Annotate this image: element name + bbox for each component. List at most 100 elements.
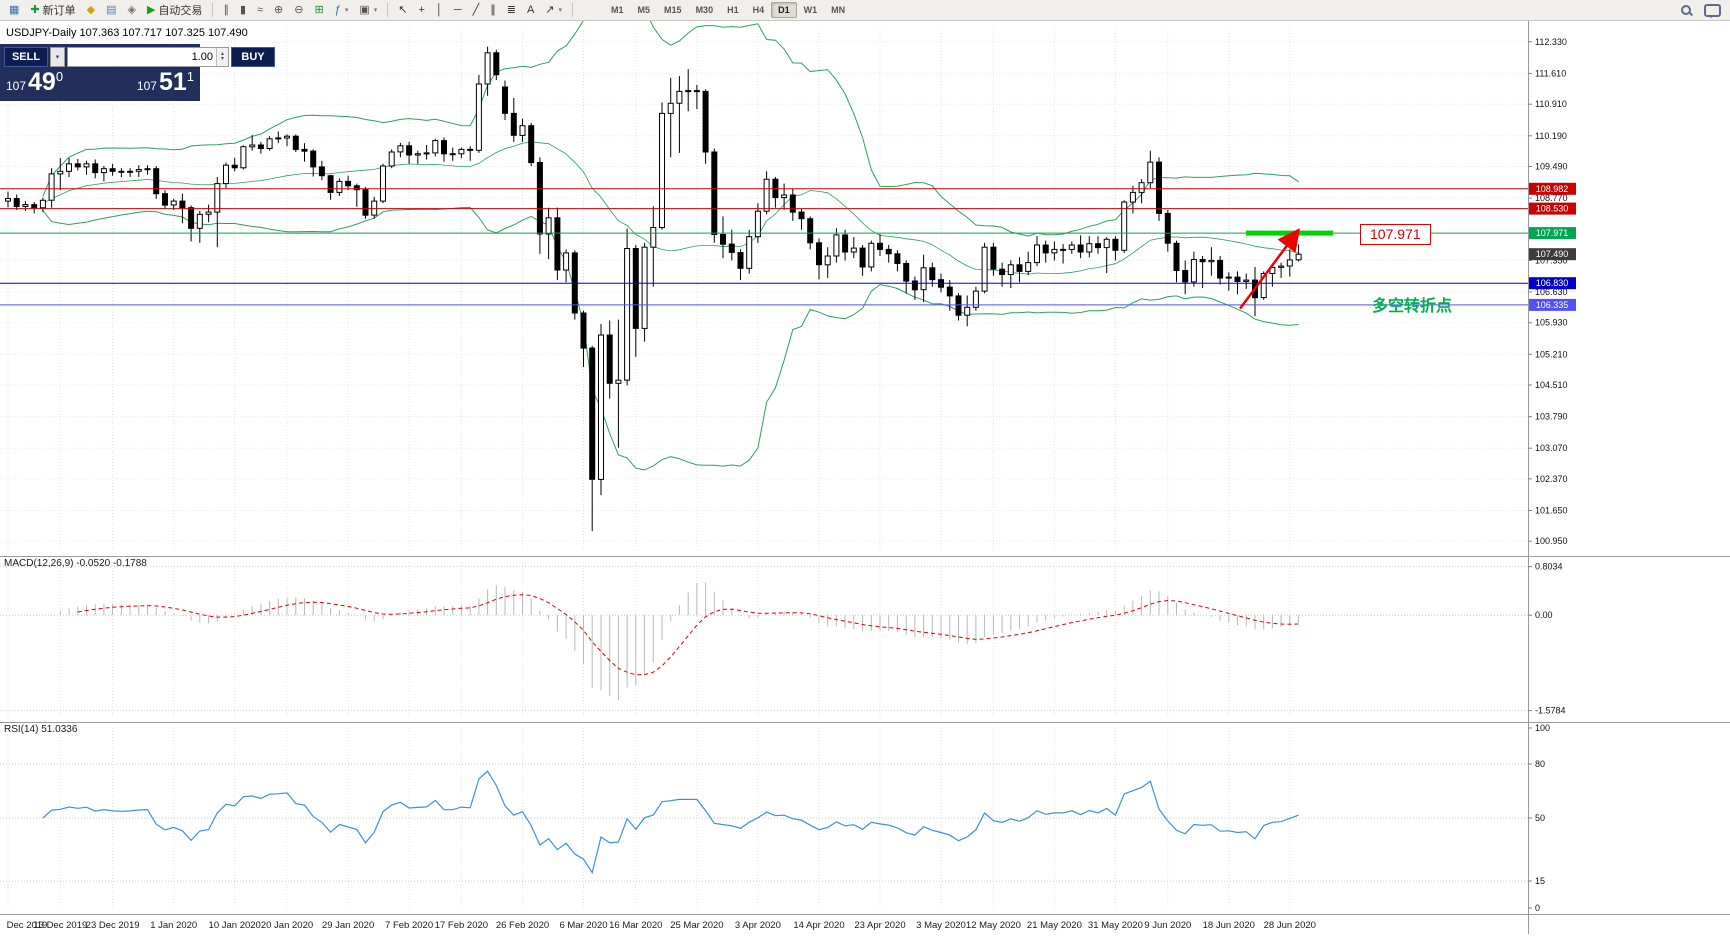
cursor-icon[interactable]: ↖ [393,1,412,20]
svg-text:17 Feb 2020: 17 Feb 2020 [435,920,488,931]
chart-window-icon: ▦ [9,3,20,16]
bid-pips: 49 [28,68,56,96]
svg-text:101.650: 101.650 [1535,506,1568,516]
navigator-icon[interactable]: ◈ [123,1,141,20]
new-order-button-label: 新订单 [42,5,76,17]
svg-text:110.190: 110.190 [1535,131,1567,141]
svg-text:7 Feb 2020: 7 Feb 2020 [385,920,433,931]
data-window-icon[interactable]: ▤ [101,1,121,20]
svg-text:18 Jun 2020: 18 Jun 2020 [1203,920,1255,931]
zoom-out-icon[interactable]: ⊖ [289,1,308,20]
timeframe-m30[interactable]: M30 [695,5,714,15]
trend-arrow[interactable] [1238,228,1300,310]
candles-layer[interactable] [5,46,1302,532]
new-order-button[interactable]: ✚ 新订单 [25,1,80,20]
svg-text:110.910: 110.910 [1535,99,1567,109]
timeframe-mn[interactable]: MN [831,5,846,15]
spinner-up-icon[interactable]: ▴ [220,51,224,57]
indicators-icon[interactable]: ƒ ▾ [330,1,354,20]
trade-panel-controls: SELL ▾ ▴▾ BUY [4,47,275,67]
horizontal-line-icon[interactable]: ─ [449,1,467,20]
spinner-down-icon[interactable]: ▾ [220,56,224,62]
timeframe-d1[interactable]: D1 [771,2,797,18]
sell-button[interactable]: SELL [4,47,48,67]
arrows-icon[interactable]: ↗ ▾ [540,1,567,20]
autotrading-button-label: 自动交易 [158,5,203,17]
volume-spinner[interactable]: ▴ ▾ [216,48,228,66]
trendline-icon[interactable]: ╱ [468,1,485,20]
svg-text:23 Apr 2020: 23 Apr 2020 [854,920,905,931]
volume-input[interactable] [68,48,216,66]
crosshair-icon[interactable]: + [413,1,429,20]
zoom-in-icon[interactable]: ⊕ [269,1,288,20]
svg-text:20 Jan 2020: 20 Jan 2020 [261,920,313,931]
timeframe-w1[interactable]: W1 [803,5,818,15]
svg-text:28 Jun 2020: 28 Jun 2020 [1264,920,1316,931]
bar-chart-icon: ∥ [223,3,229,16]
vertical-line-icon[interactable]: │ [431,1,448,20]
channel-icon[interactable]: ∥ [485,1,501,20]
svg-text:80: 80 [1535,759,1545,769]
price-callout[interactable]: 107.971 [1360,224,1431,245]
ask-price[interactable]: 107511 [137,68,194,97]
svg-text:13 Dec 2019: 13 Dec 2019 [33,920,87,931]
svg-text:107.490: 107.490 [1536,249,1569,259]
autotrading-button[interactable]: ▶ 自动交易 [142,1,207,20]
svg-text:108.530: 108.530 [1536,204,1569,214]
svg-text:105.210: 105.210 [1535,349,1568,359]
highlight-segment[interactable] [1246,230,1333,236]
svg-text:0.8034: 0.8034 [1535,562,1563,572]
bar-chart-icon[interactable]: ∥ [218,1,234,20]
svg-text:105.930: 105.930 [1535,318,1568,328]
svg-text:108.982: 108.982 [1536,184,1569,194]
line-chart-icon[interactable]: ≈ [252,1,268,20]
market-watch-icon[interactable]: ◆ [82,1,100,20]
zoom-in-icon: ⊕ [274,3,284,16]
price-axis[interactable]: 112.330 111.610 110.910 110.190 109.490 108.7… [1528,37,1568,546]
chart-window-icon[interactable]: ▦ [4,1,24,20]
toolbar-separator [572,3,574,17]
timeframe-m1[interactable]: M1 [611,5,624,15]
search-icon [1680,4,1693,17]
chat-button[interactable] [1699,1,1726,20]
templates-icon[interactable]: ▣ ▾ [354,1,382,20]
search-button[interactable] [1675,1,1698,20]
chat-icon [1704,4,1721,18]
fibonacci-icon[interactable]: ≣ [502,1,521,20]
macd-pane[interactable]: 0.8034 0.00 -1.5784 [0,562,1566,716]
svg-text:-1.5784: -1.5784 [1535,706,1566,716]
crosshair-icon: + [418,3,425,16]
svg-text:26 Feb 2020: 26 Feb 2020 [496,920,549,931]
tile-windows-icon[interactable]: ⊞ [309,1,328,20]
text-icon[interactable]: A [522,1,539,20]
svg-text:100: 100 [1535,723,1550,733]
svg-text:107.971: 107.971 [1536,228,1569,238]
bid-price[interactable]: 107490 [6,68,63,97]
timeframe-h4[interactable]: H4 [752,5,765,15]
indicators-icon: ƒ [334,3,341,16]
svg-text:29 Jan 2020: 29 Jan 2020 [322,920,374,931]
buy-button[interactable]: BUY [231,47,275,67]
rsi-pane[interactable]: 100 80 50 15 0 [0,723,1550,913]
svg-text:16 Mar 2020: 16 Mar 2020 [609,920,662,931]
cursor-icon: ↖ [398,3,408,16]
annotation-note[interactable]: 多空转折点 [1372,298,1453,315]
candlestick-chart-icon: ▮ [239,3,246,16]
chevron-down-icon: ▾ [55,54,60,61]
timeframe-h1[interactable]: H1 [727,5,739,15]
candlestick-chart-icon[interactable]: ▮ [235,1,251,20]
trendline-icon: ╱ [472,3,480,16]
timeframe-switcher: M1 M5 M15 M30 H1 H4 D1 W1 MN [604,2,852,18]
timeframe-m5[interactable]: M5 [637,5,651,15]
svg-text:15: 15 [1535,876,1545,886]
svg-text:111.610: 111.610 [1535,68,1566,78]
svg-text:102.370: 102.370 [1535,474,1568,484]
timeframe-m15[interactable]: M15 [664,5,682,15]
text-icon: A [526,3,535,16]
volume-input-wrap: ▴▾ [67,47,229,67]
new-order-icon: ✚ [30,3,40,16]
volume-dropdown-button[interactable]: ▾ [50,47,65,67]
